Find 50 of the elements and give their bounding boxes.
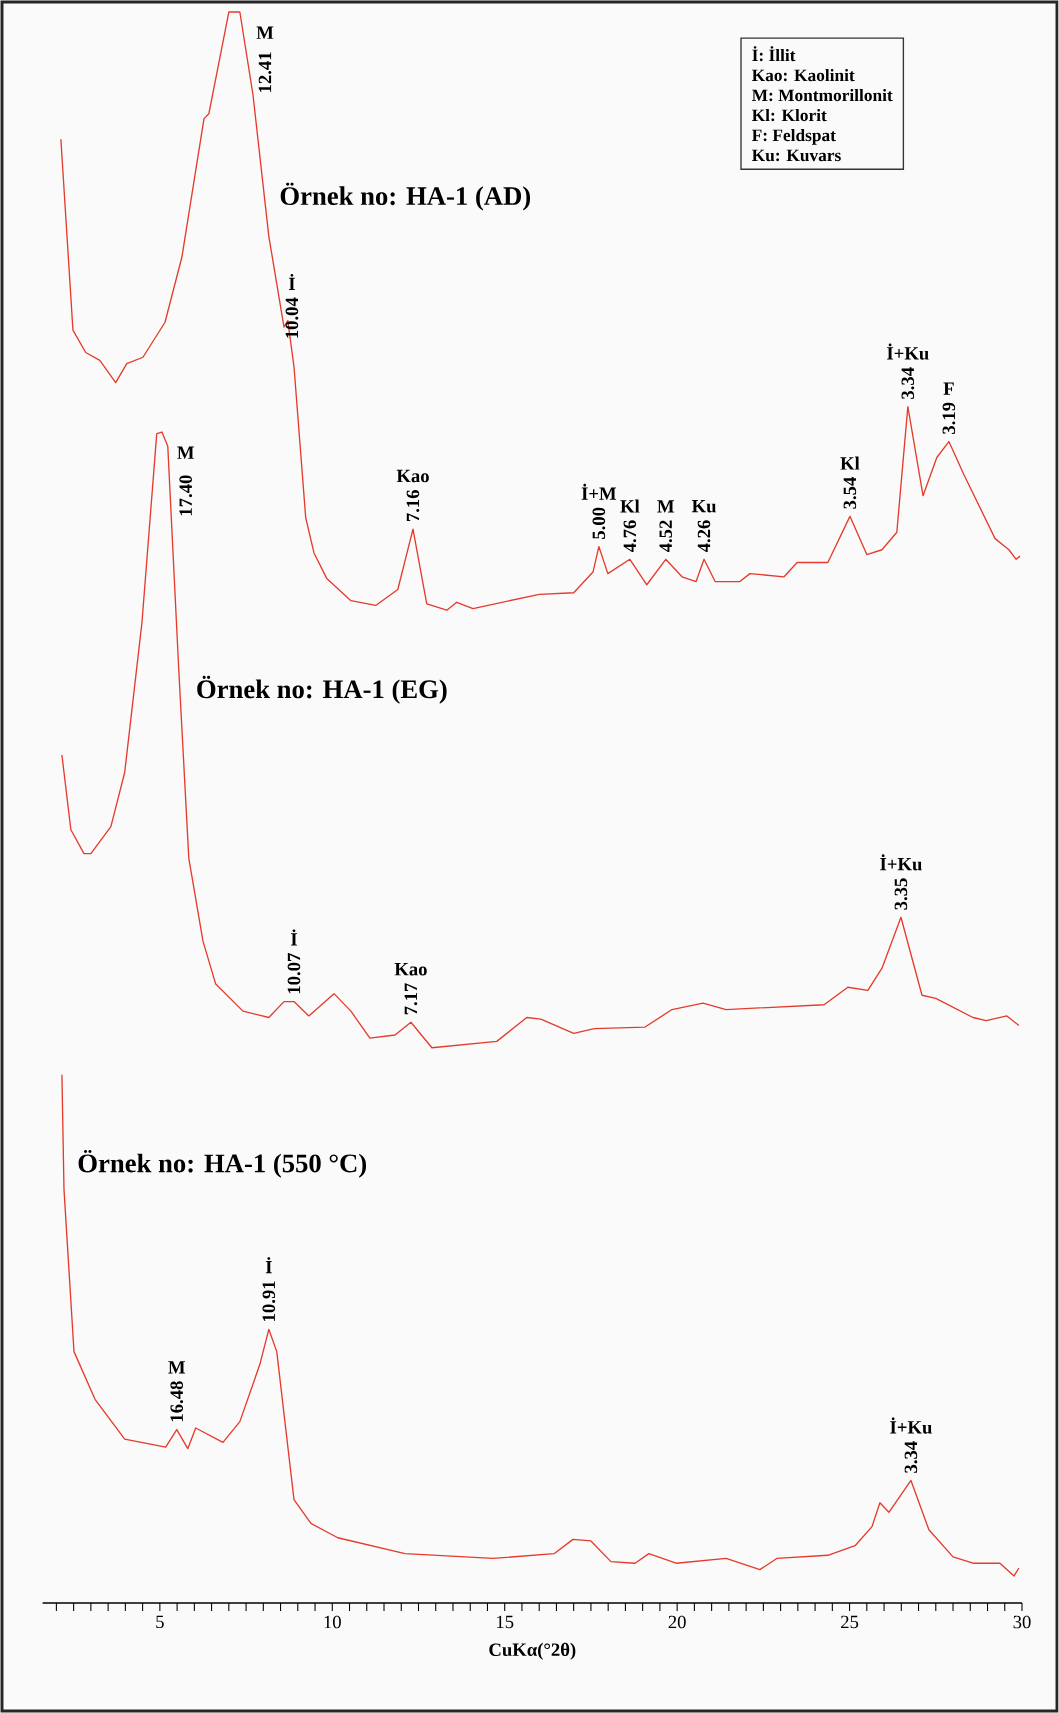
series-label: Örnek no: HA-1 (EG) [197,675,447,704]
x-tick-label: 15 [497,1615,514,1629]
annotation: 17.40 [179,475,193,516]
annotation: Ku [691,500,716,513]
annotation: Kl [840,456,860,470]
annotation: İ+Ku [890,1417,932,1434]
annotation: 10.04 [285,297,299,338]
annotation: 3.54 [843,477,857,509]
x-tick-label: 20 [668,1615,686,1629]
annotation: F [943,382,954,395]
annotation: 16.48 [170,1381,184,1422]
annotation: 4.26 [697,520,711,553]
annotation: 3.35 [894,878,908,910]
annotation: Kl: Klorit [751,108,827,122]
annotation: İ+Ku [880,854,922,871]
annotation: İ: İllit [752,46,796,62]
series-label: Örnek no: HA-1 (AD) [280,182,531,211]
annotation: 5.00 [592,507,606,539]
annotation: İ [265,1257,272,1274]
annotation: 12.41 [258,52,272,92]
annotation: Ku: Kuvars [751,149,841,162]
annotation: M [177,446,194,459]
annotation: F: Feldspat [751,128,836,145]
annotation: İ [288,273,295,290]
annotation: 10.07 [287,953,301,994]
annotation: Kao [394,963,427,976]
annotation: 7.16 [406,490,420,522]
x-axis-title: CuKα(°2θ) [489,1642,576,1660]
x-tick-label: 10 [324,1615,341,1629]
annotation: 10.91 [262,1281,276,1321]
annotation: Kao: Kaolinit [751,68,855,82]
x-tick-label: 5 [156,1615,164,1629]
annotation: M [657,500,675,513]
annotation: 3.19 [942,402,956,434]
annotation: Kao [396,469,429,483]
annotation: 7.17 [404,983,418,1015]
annotation: M: Montmorillonit [751,88,893,102]
x-tick-label: 25 [841,1615,859,1629]
series-label: Örnek no: HA-1 (550 °C) [78,1149,367,1178]
annotation: 4.76 [623,520,637,553]
annotation: 3.34 [904,1441,918,1473]
annotation: 4.52 [659,520,673,553]
annotation: M [256,26,274,39]
x-tick-label: 30 [1013,1615,1031,1629]
annotation: Kl [620,499,640,513]
annotation: M [168,1361,186,1374]
annotation: İ+Ku [887,343,929,360]
annotation: 3.34 [901,367,915,399]
annotation: İ+M [581,483,617,500]
annotation: İ [291,929,297,946]
